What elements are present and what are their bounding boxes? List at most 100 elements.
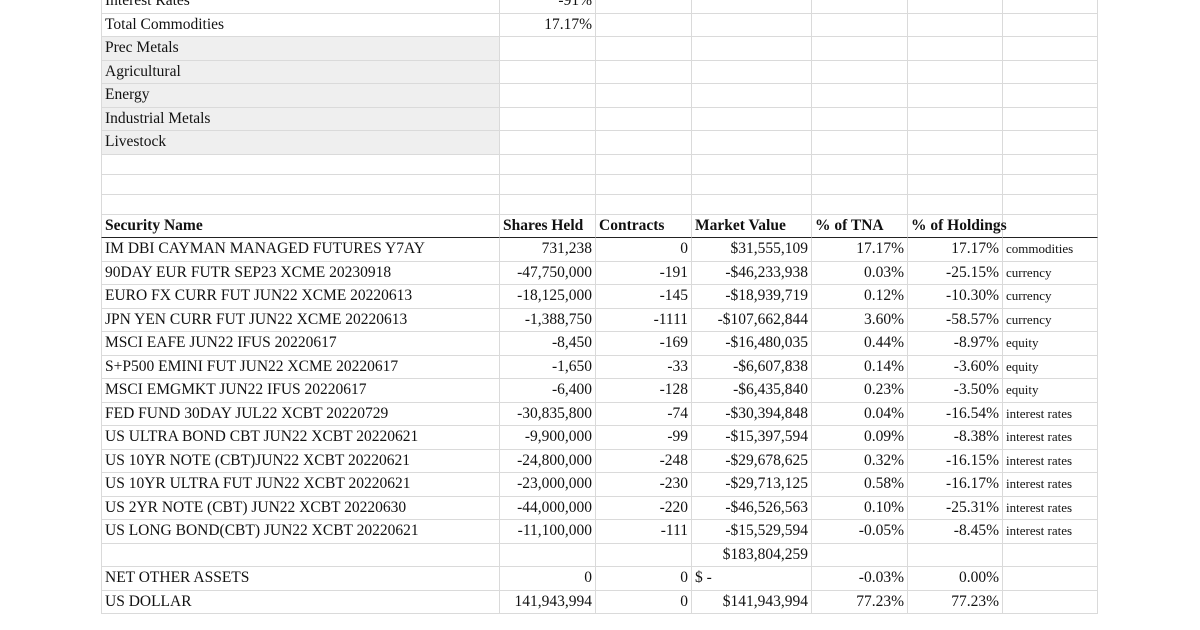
empty-cell xyxy=(500,194,596,215)
security-name: S+P500 EMINI FUT JUN22 XCME 20220617 xyxy=(101,355,500,379)
security-name: US 10YR NOTE (CBT)JUN22 XCBT 20220621 xyxy=(101,449,500,473)
empty-cell xyxy=(692,37,812,61)
security-name: 90DAY EUR FUTR SEP23 XCME 20230918 xyxy=(101,261,500,285)
holding-value: -24,800,000 xyxy=(500,449,596,473)
holding-value: 3.60% xyxy=(812,308,908,332)
empty-cell xyxy=(812,107,908,131)
security-name: US DOLLAR xyxy=(101,590,500,614)
asset-class: commodities xyxy=(1003,238,1098,262)
holding-value: -0.05% xyxy=(812,520,908,544)
empty-cell xyxy=(908,60,1003,84)
summary-label: Agricultural xyxy=(101,60,500,84)
holding-value: 0.44% xyxy=(812,332,908,356)
holding-value: 0.12% xyxy=(812,285,908,309)
holding-value: -$30,394,848 xyxy=(692,402,812,426)
summary-label: Livestock xyxy=(101,131,500,155)
holding-value: -$15,529,594 xyxy=(692,520,812,544)
empty-cell xyxy=(812,543,908,567)
empty-cell xyxy=(596,131,692,155)
empty-cell xyxy=(1003,0,1098,14)
empty-cell xyxy=(908,154,1003,175)
empty-cell xyxy=(1003,194,1098,215)
empty-cell xyxy=(596,13,692,37)
holding-value: -$15,397,594 xyxy=(692,426,812,450)
holding-value: 141,943,994 xyxy=(500,590,596,614)
holding-value: -8.38% xyxy=(908,426,1003,450)
empty-cell xyxy=(596,107,692,131)
summary-label: Total Commodities xyxy=(101,13,500,37)
empty-cell xyxy=(692,13,812,37)
security-name: US 10YR ULTRA FUT JUN22 XCBT 20220621 xyxy=(101,473,500,497)
empty-cell xyxy=(101,543,500,567)
holding-value: -$46,526,563 xyxy=(692,496,812,520)
holding-value: -$107,662,844 xyxy=(692,308,812,332)
holding-value: -$6,435,840 xyxy=(692,379,812,403)
asset-class: equity xyxy=(1003,332,1098,356)
holding-value: $ - xyxy=(692,567,812,591)
empty-cell xyxy=(596,154,692,175)
holding-value: 0.58% xyxy=(812,473,908,497)
holding-value: -$6,607,838 xyxy=(692,355,812,379)
holding-value: 0 xyxy=(596,238,692,262)
empty-cell xyxy=(692,0,812,14)
empty-cell xyxy=(1003,60,1098,84)
holding-value: -9,900,000 xyxy=(500,426,596,450)
holding-value: 0 xyxy=(500,567,596,591)
holding-value: -1,388,750 xyxy=(500,308,596,332)
summary-value xyxy=(500,37,596,61)
holding-value: -6,400 xyxy=(500,379,596,403)
empty-cell xyxy=(1003,84,1098,108)
asset-class: interest rates xyxy=(1003,449,1098,473)
column-header: Security Name xyxy=(101,214,500,238)
summary-value xyxy=(500,60,596,84)
empty-cell xyxy=(908,84,1003,108)
holding-value: -8.45% xyxy=(908,520,1003,544)
holding-value: 0.10% xyxy=(812,496,908,520)
empty-cell xyxy=(908,13,1003,37)
column-header: Contracts xyxy=(596,214,692,238)
empty-cell xyxy=(812,131,908,155)
empty-cell xyxy=(908,543,1003,567)
summary-value: 17.17% xyxy=(500,13,596,37)
empty-cell xyxy=(908,0,1003,14)
empty-cell xyxy=(812,37,908,61)
holding-value: -25.15% xyxy=(908,261,1003,285)
asset-class: interest rates xyxy=(1003,426,1098,450)
holding-value: 0 xyxy=(596,567,692,591)
holding-value: -$16,480,035 xyxy=(692,332,812,356)
holding-value: $31,555,109 xyxy=(692,238,812,262)
empty-cell xyxy=(596,84,692,108)
holding-value: -99 xyxy=(596,426,692,450)
empty-cell xyxy=(1003,131,1098,155)
holding-value: -$18,939,719 xyxy=(692,285,812,309)
summary-label: Interest Rates xyxy=(101,0,500,14)
security-name: JPN YEN CURR FUT JUN22 XCME 20220613 xyxy=(101,308,500,332)
holding-value: 0 xyxy=(596,590,692,614)
empty-cell xyxy=(101,154,500,175)
empty-cell xyxy=(1003,214,1098,238)
empty-cell xyxy=(692,194,812,215)
holding-value: -3.60% xyxy=(908,355,1003,379)
empty-cell xyxy=(812,84,908,108)
empty-cell xyxy=(500,174,596,195)
empty-cell xyxy=(1003,567,1098,591)
summary-label: Industrial Metals xyxy=(101,107,500,131)
asset-class: interest rates xyxy=(1003,496,1098,520)
asset-class: interest rates xyxy=(1003,402,1098,426)
holding-value: 17.17% xyxy=(812,238,908,262)
empty-cell xyxy=(596,60,692,84)
empty-cell xyxy=(908,174,1003,195)
holding-value: -230 xyxy=(596,473,692,497)
empty-cell xyxy=(596,194,692,215)
holding-value: -23,000,000 xyxy=(500,473,596,497)
holding-value: -16.17% xyxy=(908,473,1003,497)
security-name: EURO FX CURR FUT JUN22 XCME 20220613 xyxy=(101,285,500,309)
holding-value: 0.32% xyxy=(812,449,908,473)
holding-value: -33 xyxy=(596,355,692,379)
holding-value: -111 xyxy=(596,520,692,544)
asset-class: currency xyxy=(1003,261,1098,285)
empty-cell xyxy=(692,131,812,155)
empty-cell xyxy=(812,0,908,14)
holding-value: -11,100,000 xyxy=(500,520,596,544)
